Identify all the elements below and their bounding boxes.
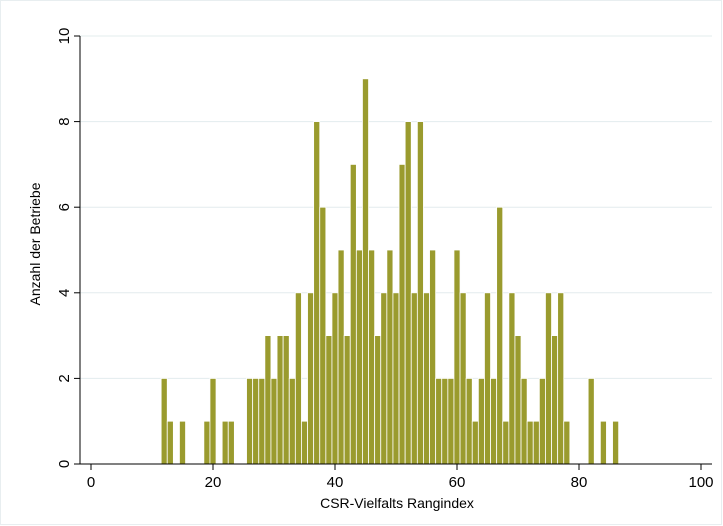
bar-13 xyxy=(166,420,174,465)
bar-73 xyxy=(532,420,540,465)
bar-27 xyxy=(252,377,260,465)
bar-84 xyxy=(599,420,607,465)
bar-55 xyxy=(423,292,430,465)
x-axis-label: CSR-Vielfalts Rangindex xyxy=(320,495,474,511)
y-tick-label-0: 0 xyxy=(56,460,73,468)
bar-45 xyxy=(362,78,369,465)
bar-75 xyxy=(545,292,552,465)
x-tick-label-100: 100 xyxy=(688,474,713,491)
bar-44 xyxy=(355,249,363,465)
y-tick-label-4: 4 xyxy=(56,289,73,297)
bar-82 xyxy=(587,377,595,465)
bar-54 xyxy=(416,121,424,465)
y-tick-label-8: 8 xyxy=(56,117,73,125)
bar-22 xyxy=(221,420,229,465)
bar-86 xyxy=(612,420,620,465)
bar-49 xyxy=(386,249,394,465)
bar-66 xyxy=(490,377,498,465)
bar-59 xyxy=(447,377,455,465)
bar-39 xyxy=(325,335,333,465)
bar-37 xyxy=(313,121,321,465)
bar-33 xyxy=(288,377,296,465)
bar-29 xyxy=(264,335,272,465)
bar-46 xyxy=(368,249,376,465)
y-tick-label-6: 6 xyxy=(56,203,73,211)
bar-61 xyxy=(459,292,467,465)
bar-56 xyxy=(429,249,437,465)
bar-65 xyxy=(484,292,491,465)
y-axis-label: Anzahl der Betriebe xyxy=(27,182,43,305)
x-tick-label-60: 60 xyxy=(449,474,466,491)
bar-60 xyxy=(453,249,461,465)
bar-48 xyxy=(380,292,388,465)
x-tick-label-80: 80 xyxy=(571,474,588,491)
bar-53 xyxy=(410,292,418,465)
bar-68 xyxy=(502,420,510,465)
bar-47 xyxy=(374,335,382,465)
x-tick-label-0: 0 xyxy=(87,474,95,491)
bar-38 xyxy=(319,206,327,465)
y-tick-label-2: 2 xyxy=(56,374,73,382)
bar-15 xyxy=(179,420,186,465)
y-axis-ticks: 0 2 4 6 8 10 xyxy=(56,28,80,468)
x-tick-label-20: 20 xyxy=(205,474,222,491)
x-tick-label-40: 40 xyxy=(327,474,344,491)
bar-63 xyxy=(471,420,479,465)
bar-50 xyxy=(392,292,400,465)
bar-74 xyxy=(538,377,546,465)
bar-76 xyxy=(551,335,559,465)
bar-51 xyxy=(398,163,406,465)
bar-28 xyxy=(258,377,266,465)
bar-31 xyxy=(276,335,284,465)
bar-78 xyxy=(563,420,571,465)
bar-42 xyxy=(343,335,351,465)
bar-67 xyxy=(496,206,504,465)
bar-41 xyxy=(337,249,345,465)
bar-77 xyxy=(557,292,565,465)
bar-72 xyxy=(526,420,534,465)
bar-20 xyxy=(209,377,217,465)
bar-40 xyxy=(331,292,339,465)
y-tick-label-10: 10 xyxy=(56,28,73,45)
axes xyxy=(79,36,712,465)
bar-43 xyxy=(349,163,357,465)
bar-35 xyxy=(301,420,308,465)
bar-26 xyxy=(246,377,254,465)
bar-12 xyxy=(160,377,168,465)
bar-71 xyxy=(520,377,528,465)
bar-57 xyxy=(435,377,443,465)
bar-23 xyxy=(227,420,235,465)
bar-30 xyxy=(270,377,278,465)
bar-52 xyxy=(404,121,412,465)
histogram-bars xyxy=(160,78,620,465)
x-axis-ticks: 0 20 40 60 80 100 xyxy=(87,464,714,491)
bar-69 xyxy=(508,292,516,465)
bar-34 xyxy=(294,292,302,465)
bar-64 xyxy=(477,377,485,465)
bar-62 xyxy=(465,377,473,465)
bar-32 xyxy=(282,335,290,465)
bar-70 xyxy=(514,335,522,465)
bar-58 xyxy=(441,377,449,465)
bar-36 xyxy=(307,292,315,465)
bar-19 xyxy=(203,420,211,465)
